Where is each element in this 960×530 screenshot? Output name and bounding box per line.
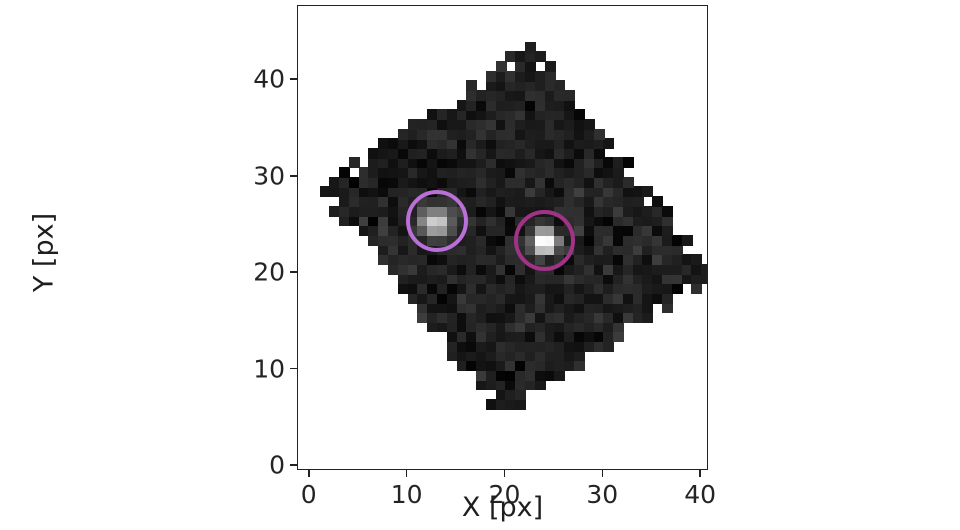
x-ticklabel-20: 20 [488, 480, 521, 509]
y-ticklabel-10: 10 [253, 354, 285, 384]
x-tick-0 [307, 470, 310, 477]
y-ticklabel-30: 30 [253, 161, 285, 191]
y-ticklabel-20: 20 [253, 257, 285, 287]
x-ticklabel-10: 10 [390, 480, 423, 509]
y-tick-30 [290, 174, 297, 177]
x-axis-label: X [px] [461, 492, 544, 523]
x-ticklabel-30: 30 [586, 480, 619, 509]
x-tick-40 [699, 470, 701, 477]
image-axes[interactable] [297, 5, 708, 470]
y-tick-0 [290, 464, 297, 466]
y-ticklabel-40: 40 [253, 64, 285, 94]
y-axis-label: Y [px] [28, 212, 60, 293]
x-ticklabel-0: 0 [300, 480, 317, 509]
y-ticklabel-0: 0 [269, 450, 285, 480]
x-tick-20 [503, 470, 506, 477]
x-tick-30 [601, 470, 604, 477]
y-tick-10 [290, 367, 297, 370]
x-ticklabel-40: 40 [684, 480, 717, 509]
y-tick-20 [290, 271, 297, 274]
x-tick-10 [405, 470, 408, 477]
source-left-circle-marker[interactable] [405, 189, 469, 253]
y-tick-40 [290, 78, 297, 81]
sky-image-heatmap [298, 6, 707, 469]
source-right-circle-marker[interactable] [514, 210, 575, 271]
